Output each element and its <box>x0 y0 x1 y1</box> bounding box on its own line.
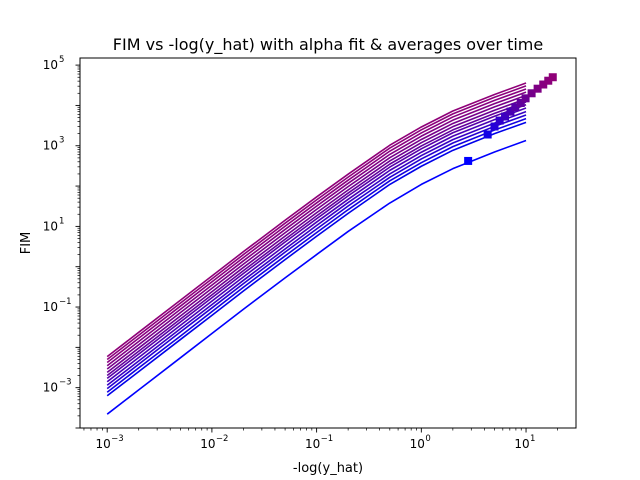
y-tick-label-5: 10 <box>43 58 58 72</box>
y-axis-label: FIM <box>19 232 34 255</box>
average-marker-10 <box>527 89 536 98</box>
x-tick-label-5: 10 <box>514 437 529 451</box>
series-line-6 <box>106 107 527 383</box>
average-marker-5 <box>501 112 510 121</box>
average-marker-9 <box>521 94 530 103</box>
series-lines <box>106 82 527 415</box>
x-tick-exponent-2: −2 <box>216 434 229 444</box>
average-marker-4 <box>495 116 504 125</box>
chart-title: FIM vs -log(y_hat) with alpha fit & aver… <box>113 35 543 55</box>
x-tick-exponent-1: −3 <box>111 434 124 444</box>
average-markers <box>464 73 557 165</box>
x-tick-exponent-3: −1 <box>321 434 334 444</box>
average-marker-12 <box>539 80 548 89</box>
x-tick-exponent-5: 1 <box>530 434 535 444</box>
series-line-1 <box>106 139 527 415</box>
series-line-7 <box>106 103 527 380</box>
x-axis-label: -log(y_hat) <box>293 461 363 476</box>
average-marker-3 <box>490 122 499 131</box>
average-marker-2 <box>483 130 492 139</box>
series-line-14 <box>106 82 527 358</box>
series-line-13 <box>106 85 527 361</box>
average-marker-8 <box>516 98 525 107</box>
series-line-4 <box>106 114 527 390</box>
y-tick-exponent-5: 5 <box>59 55 64 65</box>
average-marker-1 <box>464 156 473 165</box>
series-line-2 <box>106 121 527 397</box>
y-tick-label-3: 10 <box>43 219 58 233</box>
x-tick-label-4: 10 <box>410 437 425 451</box>
x-tick-exponent-4: 0 <box>425 434 430 444</box>
series-line-5 <box>106 110 527 386</box>
y-tick-exponent-4: 3 <box>59 136 64 146</box>
y-tick-exponent-2: −1 <box>59 297 72 307</box>
average-marker-11 <box>533 84 542 93</box>
y-tick-label-4: 10 <box>43 139 58 153</box>
average-marker-7 <box>511 103 520 112</box>
x-tick-label-3: 10 <box>305 437 320 451</box>
series-line-3 <box>106 117 527 393</box>
y-tick-exponent-1: −3 <box>59 378 72 388</box>
y-tick-label-1: 10 <box>43 381 58 395</box>
average-marker-13 <box>544 76 553 85</box>
series-line-11 <box>106 91 527 367</box>
series-line-8 <box>106 101 527 377</box>
series-line-9 <box>106 98 527 373</box>
y-tick-exponent-3: 1 <box>59 216 64 226</box>
x-tick-label-2: 10 <box>200 437 215 451</box>
x-tick-label-1: 10 <box>96 437 111 451</box>
average-marker-14 <box>548 73 557 82</box>
y-tick-label-2: 10 <box>43 300 58 314</box>
plot-frame <box>79 57 577 429</box>
series-line-12 <box>106 88 527 364</box>
series-line-10 <box>106 94 527 370</box>
average-marker-6 <box>506 107 515 116</box>
